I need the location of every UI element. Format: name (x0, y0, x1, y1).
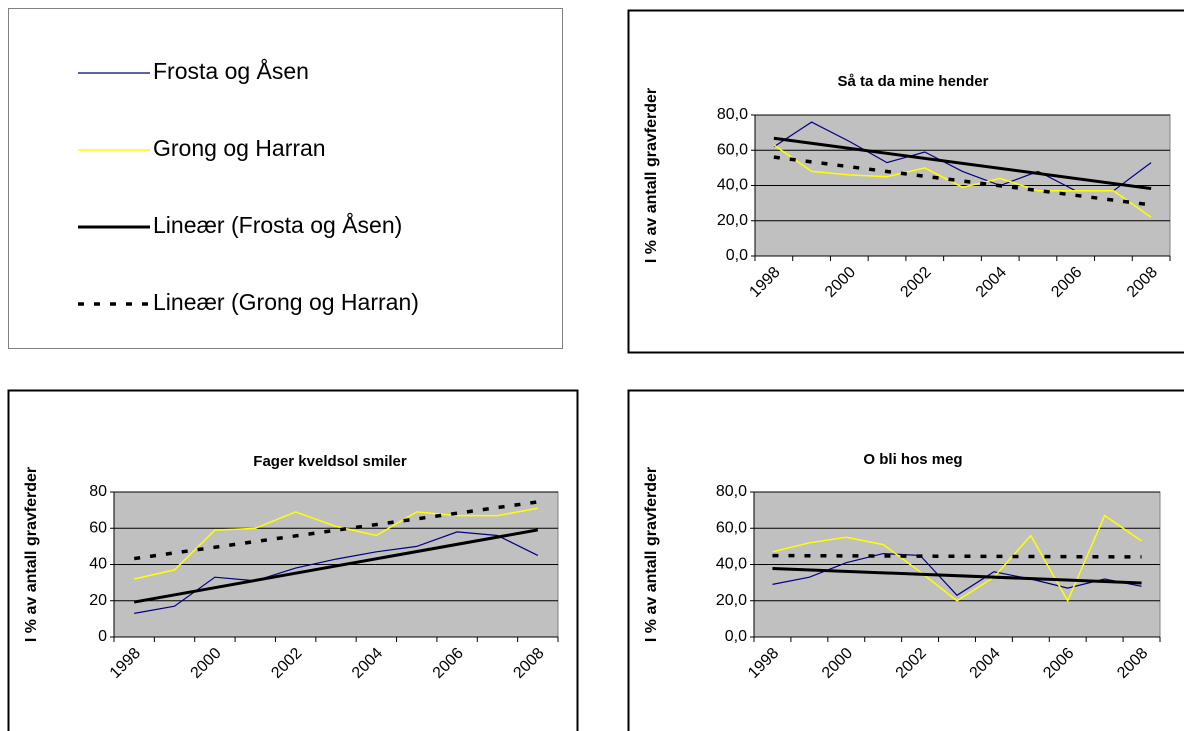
y-tick-label: 20,0 (717, 212, 748, 229)
y-axis-label: I % av antall gravferder (23, 467, 40, 642)
y-tick-label: 0,0 (725, 628, 747, 645)
y-tick-label: 60,0 (717, 141, 748, 158)
y-tick-label: 40 (89, 556, 107, 573)
trend-line (772, 566, 1142, 585)
y-tick-label: 20,0 (716, 592, 747, 609)
y-axis-label: I % av antall gravferder (643, 88, 660, 263)
y-tick-label: 80,0 (717, 106, 748, 123)
series-line (134, 531, 539, 614)
series-line (773, 144, 1152, 218)
trend-line (133, 528, 539, 604)
y-tick-label: 40,0 (717, 177, 748, 194)
series-line (134, 507, 538, 580)
chart-title: Fager kveldsol smiler (253, 453, 407, 470)
trend-line (133, 500, 539, 561)
series-line (772, 552, 1142, 597)
chart-title: Så ta da mine hender (838, 73, 989, 90)
y-axis-label: I % av antall gravferder (643, 467, 660, 642)
legend-label: Lineær (Grong og Harran) (153, 289, 419, 315)
y-tick-label: 60,0 (716, 519, 747, 536)
y-tick-label: 80 (89, 483, 107, 500)
y-tick-label: 20 (89, 592, 107, 609)
trend-line (772, 553, 1142, 559)
legend-label: Frosta og Åsen (153, 57, 309, 84)
y-tick-label: 0,0 (726, 247, 748, 264)
legend-label: Grong og Harran (153, 135, 326, 161)
legend-box (8, 8, 563, 349)
trend-line (773, 136, 1152, 191)
y-tick-label: 40,0 (716, 556, 747, 573)
y-tick-label: 60 (89, 519, 107, 536)
series-line (772, 514, 1142, 603)
chart-title: O bli hos meg (863, 451, 962, 468)
y-tick-label: 0 (98, 628, 107, 645)
legend-label: Lineær (Frosta og Åsen) (153, 211, 402, 238)
y-tick-label: 80,0 (716, 483, 747, 500)
